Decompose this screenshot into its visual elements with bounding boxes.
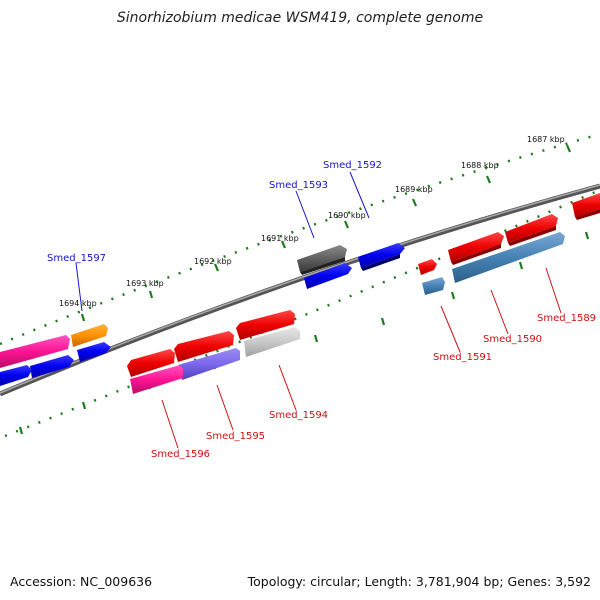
gene-arrow[interactable] xyxy=(448,232,504,262)
gene-arrow[interactable] xyxy=(422,277,445,295)
genome-backbone xyxy=(0,183,600,397)
gene-arrow[interactable] xyxy=(77,342,111,362)
gene-label-smed-1594[interactable]: Smed_1594 xyxy=(269,410,328,421)
map-title: Sinorhizobium medicae WSM419, complete g… xyxy=(116,10,484,26)
kbp-label: 1687 kbp xyxy=(527,135,565,144)
gene-arrow[interactable] xyxy=(130,365,183,394)
gene-arrow-smed-1595[interactable] xyxy=(174,331,234,362)
kbp-label: 1690 kbp xyxy=(328,211,366,220)
gene-arrow[interactable] xyxy=(418,259,437,275)
gene-arrow-smed-1597[interactable] xyxy=(71,324,108,347)
gene-arrow[interactable] xyxy=(572,193,600,217)
gene-label-smed-1596[interactable]: Smed_1596 xyxy=(151,449,210,460)
gene-label-smed-1591[interactable]: Smed_1591 xyxy=(433,352,492,363)
kbp-label: 1689 kbp xyxy=(395,185,433,194)
kbp-label: 1691 kbp xyxy=(261,234,299,243)
gene-arrow[interactable] xyxy=(505,214,558,243)
kbp-label: 1688 kbp xyxy=(461,161,499,170)
gene-label-smed-1597[interactable]: Smed_1597 xyxy=(47,253,106,264)
gene-label-smed-1592[interactable]: Smed_1592 xyxy=(323,160,382,171)
gene-label-smed-1593[interactable]: Smed_1593 xyxy=(269,180,328,191)
gene-arrow[interactable] xyxy=(244,327,300,357)
gene-label-smed-1590[interactable]: Smed_1590 xyxy=(483,334,542,345)
gene-label-smed-1595[interactable]: Smed_1595 xyxy=(206,431,265,442)
gene-label-smed-1589[interactable]: Smed_1589 xyxy=(537,313,596,324)
gene-arrow[interactable] xyxy=(0,365,32,386)
accession-text: Accession: NC_009636 xyxy=(10,574,153,589)
kbp-label: 1694 kbp xyxy=(59,299,97,308)
gene-arrow[interactable] xyxy=(452,232,565,283)
gene-arrow[interactable] xyxy=(178,348,240,380)
gene-arrow-smed-1594[interactable] xyxy=(236,310,295,340)
gene-arrow[interactable] xyxy=(30,355,74,378)
gene-arrow-smed-1593[interactable] xyxy=(304,263,352,289)
outer-major-ticks xyxy=(80,144,572,322)
genome-summary-text: Topology: circular; Length: 3,781,904 bp… xyxy=(247,574,591,589)
gene-arrow[interactable] xyxy=(297,245,347,272)
kbp-label: 1692 kbp xyxy=(194,257,232,266)
leader-lines xyxy=(75,171,562,449)
inner-scale-ring xyxy=(4,188,600,438)
kbp-label: 1693 kbp xyxy=(126,279,164,288)
gene-arrow[interactable] xyxy=(0,335,70,368)
gene-arrow-smed-1596[interactable] xyxy=(127,349,175,377)
gene-arrow-smed-1592[interactable] xyxy=(358,243,405,268)
